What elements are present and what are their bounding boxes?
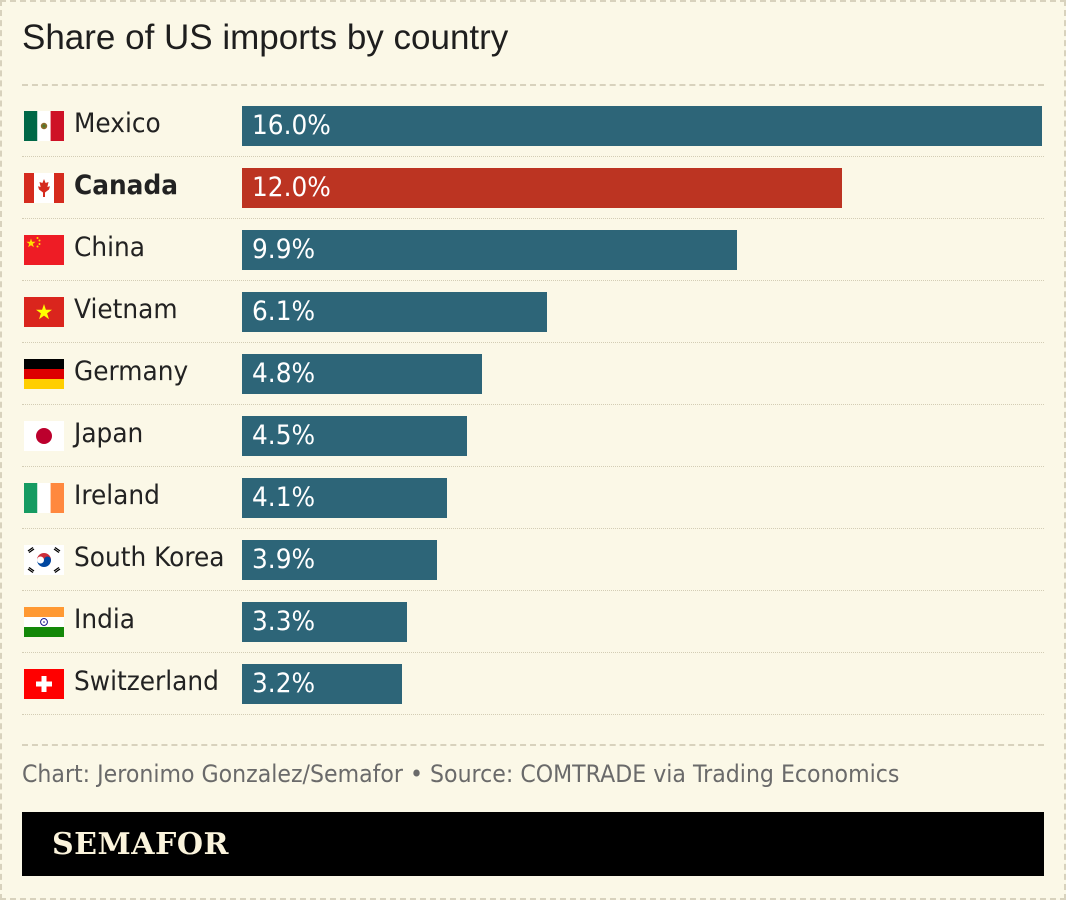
- value-label: 9.9%: [252, 234, 316, 265]
- japan-flag-icon: [24, 421, 64, 451]
- value-label: 4.8%: [252, 358, 316, 389]
- bar-row: South Korea 3.9%: [22, 529, 1044, 591]
- switzerland-flag-icon: [24, 669, 64, 699]
- value-label: 3.9%: [252, 544, 316, 575]
- value-label: 4.5%: [252, 420, 316, 451]
- ireland-flag-icon: [24, 483, 64, 513]
- country-label: Switzerland: [74, 666, 219, 697]
- canada-flag-icon: [24, 173, 64, 203]
- source-credit: Chart: Jeronimo Gonzalez/Semafor • Sourc…: [22, 760, 900, 788]
- bottom-divider: [22, 744, 1044, 746]
- bar: [242, 292, 547, 332]
- country-label: Japan: [74, 418, 144, 449]
- value-label: 16.0%: [252, 110, 331, 141]
- bar: [242, 478, 447, 518]
- bar: [242, 540, 437, 580]
- bar: [242, 416, 467, 456]
- bar-row: Canada 12.0%: [22, 157, 1044, 219]
- bar: [242, 602, 407, 642]
- bar: [242, 168, 842, 208]
- value-label: 12.0%: [252, 172, 331, 203]
- mexico-flag-icon: [24, 111, 64, 141]
- country-label: South Korea: [74, 542, 225, 573]
- value-label: 6.1%: [252, 296, 316, 327]
- value-label: 4.1%: [252, 482, 316, 513]
- bar-row: Japan 4.5%: [22, 405, 1044, 467]
- chart-title: Share of US imports by country: [22, 18, 509, 57]
- south-korea-flag-icon: [24, 545, 64, 575]
- bar-row: Germany 4.8%: [22, 343, 1044, 405]
- bar: [242, 354, 482, 394]
- country-label: Vietnam: [74, 294, 178, 325]
- country-label: Canada: [74, 170, 178, 201]
- bar: [242, 230, 737, 270]
- semafor-logo: SEMAFOR: [52, 827, 229, 862]
- country-label: India: [74, 604, 135, 635]
- china-flag-icon: [24, 235, 64, 265]
- germany-flag-icon: [24, 359, 64, 389]
- value-label: 3.2%: [252, 668, 316, 699]
- country-label: Germany: [74, 356, 189, 387]
- country-label: Ireland: [74, 480, 160, 511]
- bar-row: China 9.9%: [22, 219, 1044, 281]
- india-flag-icon: [24, 607, 64, 637]
- country-label: China: [74, 232, 145, 263]
- bar: [242, 664, 402, 704]
- vietnam-flag-icon: [24, 297, 64, 327]
- country-label: Mexico: [74, 108, 161, 139]
- bar-row: Mexico 16.0%: [22, 95, 1044, 157]
- bar-row: Vietnam 6.1%: [22, 281, 1044, 343]
- bar-row: Switzerland 3.2%: [22, 653, 1044, 715]
- bar-row: India 3.3%: [22, 591, 1044, 653]
- value-label: 3.3%: [252, 606, 316, 637]
- brand-bar: SEMAFOR: [22, 812, 1044, 876]
- top-divider: [22, 84, 1044, 86]
- bar-row: Ireland 4.1%: [22, 467, 1044, 529]
- bar: [242, 106, 1042, 146]
